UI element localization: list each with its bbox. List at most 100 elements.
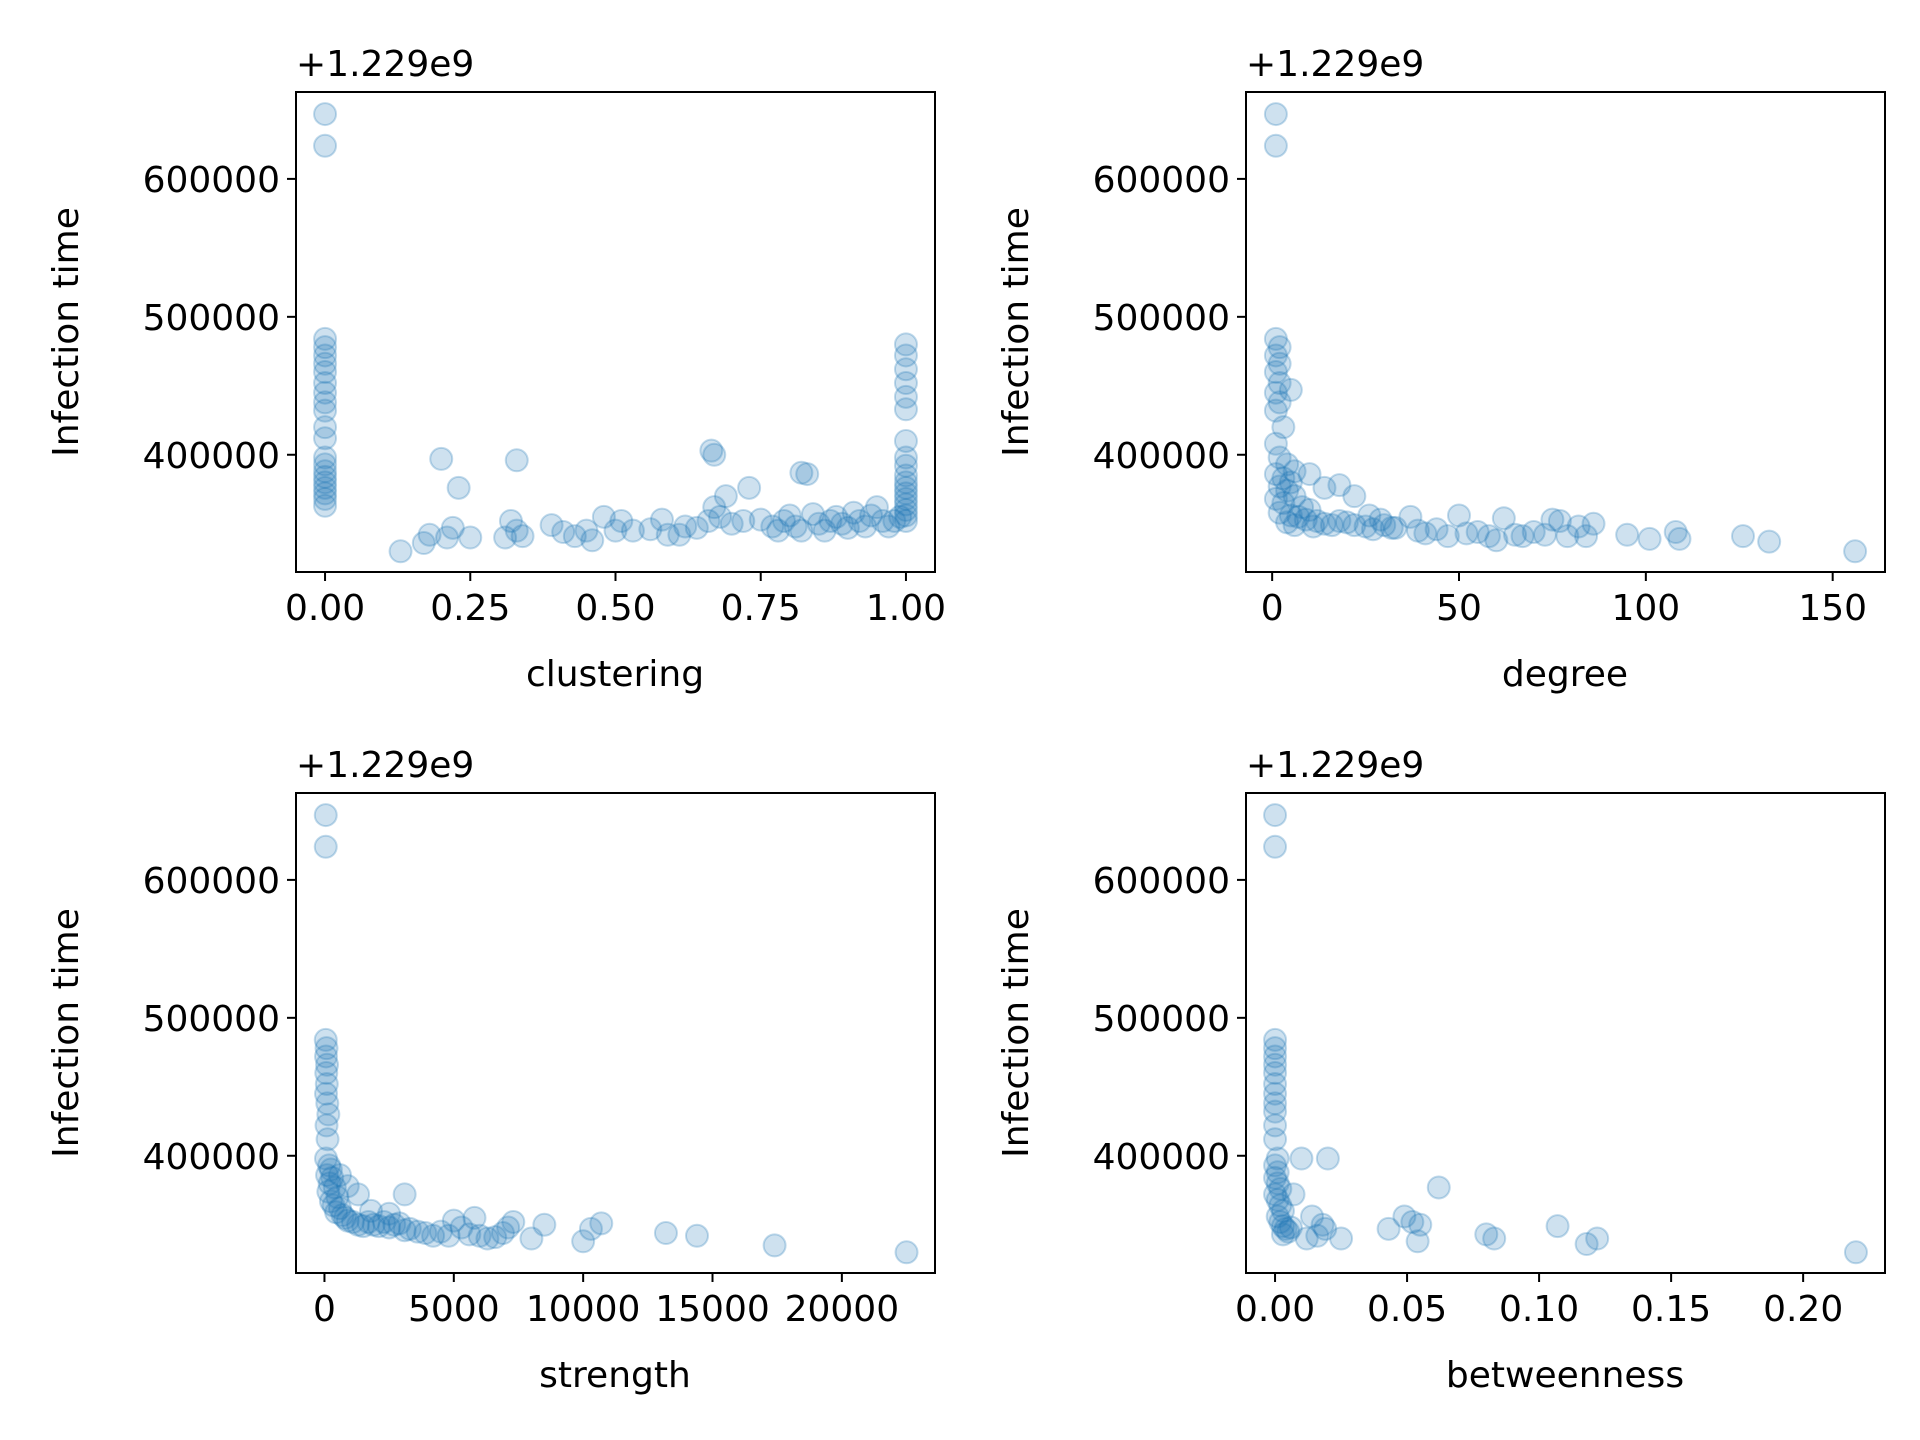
data-point: [1263, 102, 1288, 127]
data-point: [1383, 515, 1408, 540]
data-point: [893, 475, 918, 500]
data-point: [795, 462, 820, 487]
data-point: [1282, 513, 1307, 538]
data-point: [388, 539, 413, 564]
data-point: [789, 460, 814, 485]
x-tick-label: 0.20: [1763, 1289, 1843, 1330]
y-tick-label: 400000: [143, 436, 280, 477]
data-point: [315, 1163, 340, 1188]
x-tick-label: 15000: [655, 1289, 770, 1330]
data-point: [313, 380, 338, 405]
data-point: [322, 1175, 347, 1200]
data-point: [1263, 1099, 1288, 1124]
data-point: [893, 503, 918, 528]
data-point: [1267, 445, 1292, 470]
data-point: [830, 511, 855, 536]
data-point: [1278, 470, 1303, 495]
data-point: [321, 1193, 346, 1218]
data-point: [864, 495, 889, 520]
data-point: [1297, 497, 1322, 522]
data-point: [313, 335, 338, 360]
data-point: [1312, 511, 1337, 536]
x-tick-label: 0: [1261, 588, 1284, 629]
data-point: [318, 1189, 343, 1214]
data-point: [1305, 1223, 1330, 1248]
data-point: [1392, 1204, 1417, 1229]
data-point: [708, 504, 733, 529]
data-point: [346, 1182, 371, 1207]
subplot-clustering: +1.229e9 Infection time clustering 0.00 0…: [46, 44, 946, 695]
data-point: [314, 1146, 339, 1171]
data-point: [1263, 1153, 1288, 1178]
data-point: [501, 1209, 526, 1234]
subplot-degree: +1.229e9 Infection time degree 0 50 100 150…: [996, 44, 1886, 695]
data-point: [578, 1216, 603, 1241]
data-point: [649, 507, 674, 532]
data-point: [818, 508, 843, 533]
x-axis-label: clustering: [526, 654, 704, 695]
x-tick-label: 20000: [785, 1289, 900, 1330]
data-point: [806, 511, 831, 536]
data-point: [1426, 1175, 1451, 1200]
data-point: [673, 514, 698, 539]
data-point: [876, 514, 901, 539]
y-axis-label: Infection time: [46, 908, 87, 1158]
data-point: [327, 1163, 352, 1188]
data-point: [1435, 524, 1460, 549]
data-point: [1267, 335, 1292, 360]
data-point: [315, 1127, 340, 1152]
data-point: [327, 1196, 352, 1221]
data-point: [1286, 504, 1311, 529]
data-point: [493, 525, 518, 550]
data-point: [766, 518, 791, 543]
data-point: [340, 1209, 365, 1234]
data-point: [1301, 514, 1326, 539]
y-tick-label: 400000: [1093, 1137, 1230, 1178]
data-point: [1265, 1187, 1290, 1212]
y-tick-label: 400000: [1093, 436, 1230, 477]
scatter-points: [1263, 102, 1868, 564]
data-point: [510, 524, 535, 549]
data-point: [1615, 522, 1640, 547]
plot-frame: [1245, 91, 1886, 573]
data-point: [888, 504, 913, 529]
data-point: [1263, 1036, 1288, 1061]
data-point: [760, 514, 785, 539]
data-point: [519, 1226, 544, 1251]
data-point: [1263, 803, 1288, 828]
data-point: [893, 371, 918, 396]
tick-layer: 0 50 100 150 400000 500000 600000: [1093, 160, 1867, 629]
data-point: [1265, 1204, 1290, 1229]
data-point: [313, 426, 338, 451]
data-point: [893, 486, 918, 511]
x-tick-label: 0.75: [721, 588, 801, 629]
data-point: [853, 514, 878, 539]
x-tick-label: 0.50: [575, 588, 655, 629]
data-point: [313, 486, 338, 511]
data-point: [421, 1223, 446, 1248]
data-point: [859, 503, 884, 528]
data-point: [893, 492, 918, 517]
data-point: [1265, 1146, 1290, 1171]
data-point: [1510, 524, 1535, 549]
data-point: [571, 1229, 596, 1254]
data-point: [893, 463, 918, 488]
data-point: [325, 1185, 350, 1210]
data-point: [1289, 1146, 1314, 1171]
data-point: [397, 1216, 422, 1241]
y-axis-label: Infection time: [996, 908, 1037, 1158]
x-tick-label: 0.05: [1367, 1289, 1447, 1330]
data-point: [356, 1209, 381, 1234]
data-point: [313, 803, 338, 828]
data-point: [893, 428, 918, 453]
data-point: [1263, 343, 1288, 368]
data-point: [313, 464, 338, 489]
data-point: [1263, 360, 1288, 384]
data-point: [1263, 1127, 1288, 1152]
data-point: [313, 415, 338, 440]
data-point: [591, 504, 616, 529]
data-point: [1545, 1214, 1570, 1239]
data-point: [1263, 462, 1288, 487]
data-point: [1275, 452, 1300, 477]
